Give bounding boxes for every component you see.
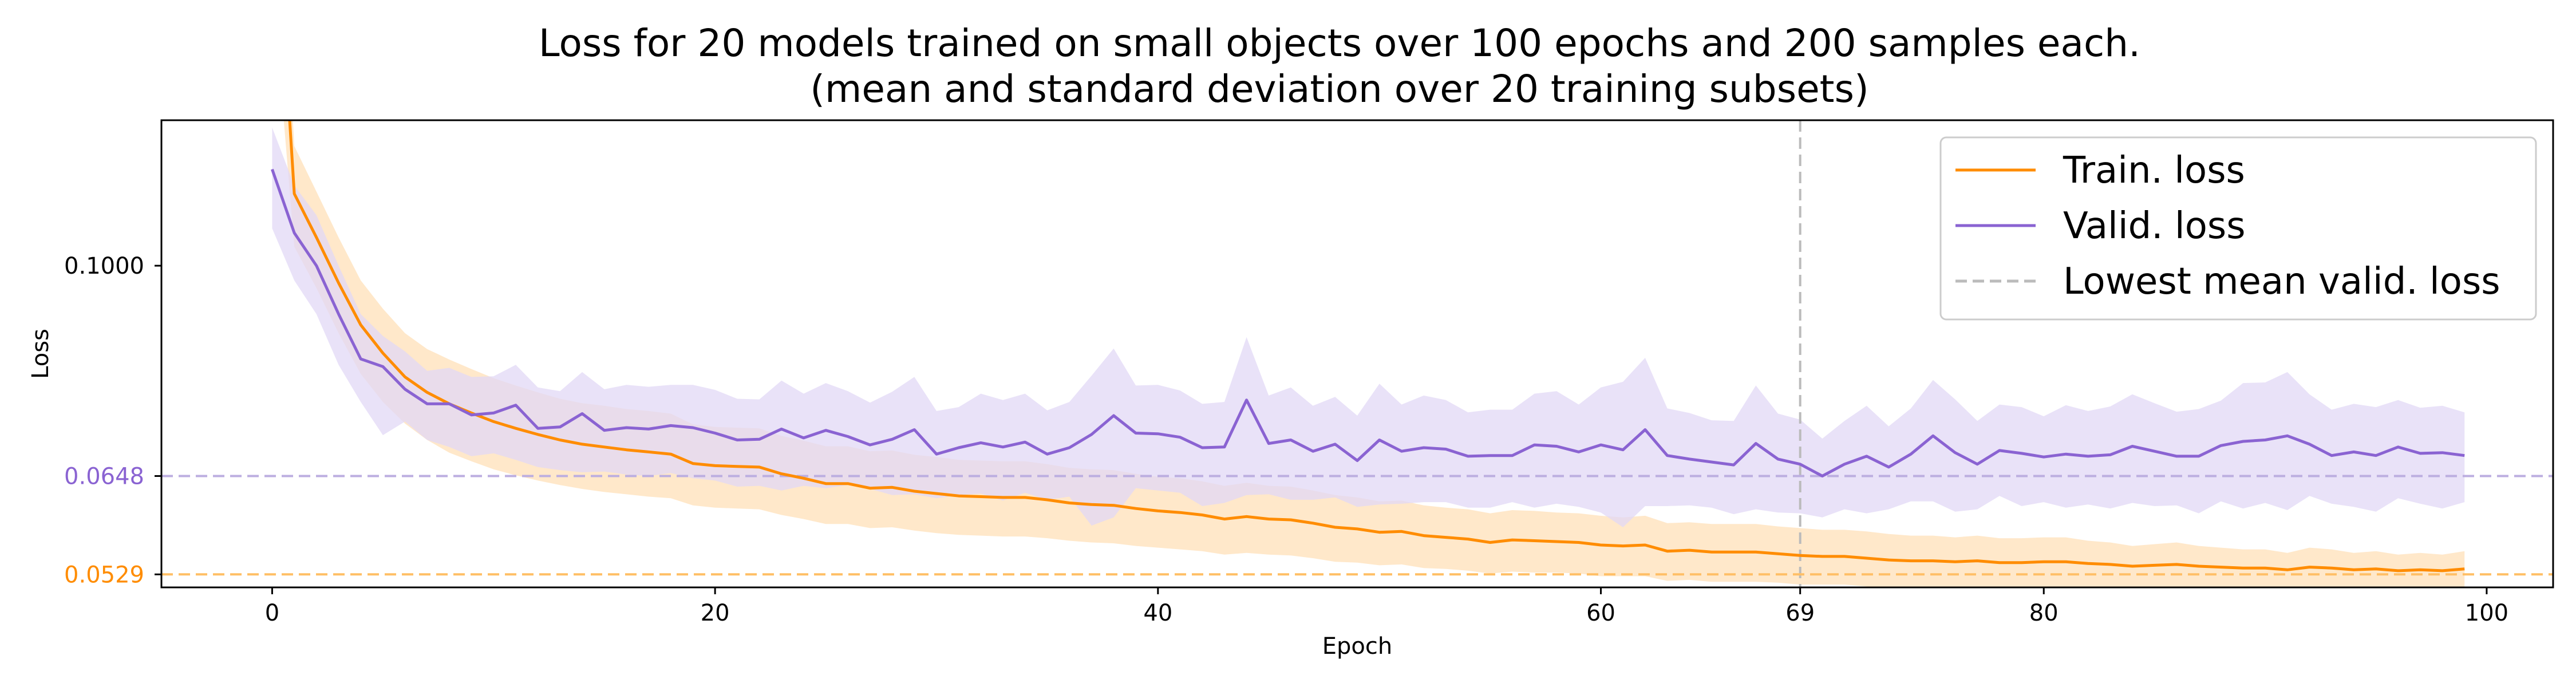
reference-lines — [161, 120, 2553, 587]
plot-frame — [160, 119, 2554, 589]
y-axis-label: Loss — [27, 329, 54, 379]
legend-best-epoch-label: Lowest mean valid. loss — [2063, 260, 2500, 303]
y-tick-label: 0.0648 — [64, 463, 144, 489]
series-lines — [271, 120, 2465, 572]
x-tick-label: 0 — [265, 600, 279, 626]
x-tick-label: 80 — [2029, 600, 2059, 626]
x-tick-label: 20 — [701, 600, 730, 626]
y-axis-ticks: 0.1000 0.0648 0.0529 — [64, 253, 161, 588]
chart-title: Loss for 20 models trained on small obje… — [539, 21, 2140, 65]
x-axis-label: Epoch — [1322, 633, 1392, 660]
valid-std-band — [272, 127, 2465, 528]
x-tick-label: 40 — [1143, 600, 1172, 626]
legend-train-label: Train. loss — [2063, 149, 2245, 192]
legend-valid-label: Valid. loss — [2063, 205, 2246, 247]
chart-subtitle: (mean and standard deviation over 20 tra… — [810, 67, 1868, 111]
y-tick-label: 0.0529 — [64, 562, 144, 588]
valid-loss-line — [271, 168, 2465, 477]
x-tick-label: 60 — [1586, 600, 1615, 626]
x-tick-label: 69 — [1785, 600, 1815, 626]
x-axis-ticks: 0 20 40 60 69 80 100 — [265, 587, 2508, 626]
train-loss-line — [288, 120, 2465, 572]
std-bands — [272, 120, 2465, 587]
y-tick-label: 0.1000 — [64, 253, 144, 279]
legend-box — [1939, 136, 2537, 321]
x-tick-label: 100 — [2465, 600, 2508, 626]
legend: Train. loss Valid. loss Lowest mean vali… — [1939, 136, 2537, 321]
